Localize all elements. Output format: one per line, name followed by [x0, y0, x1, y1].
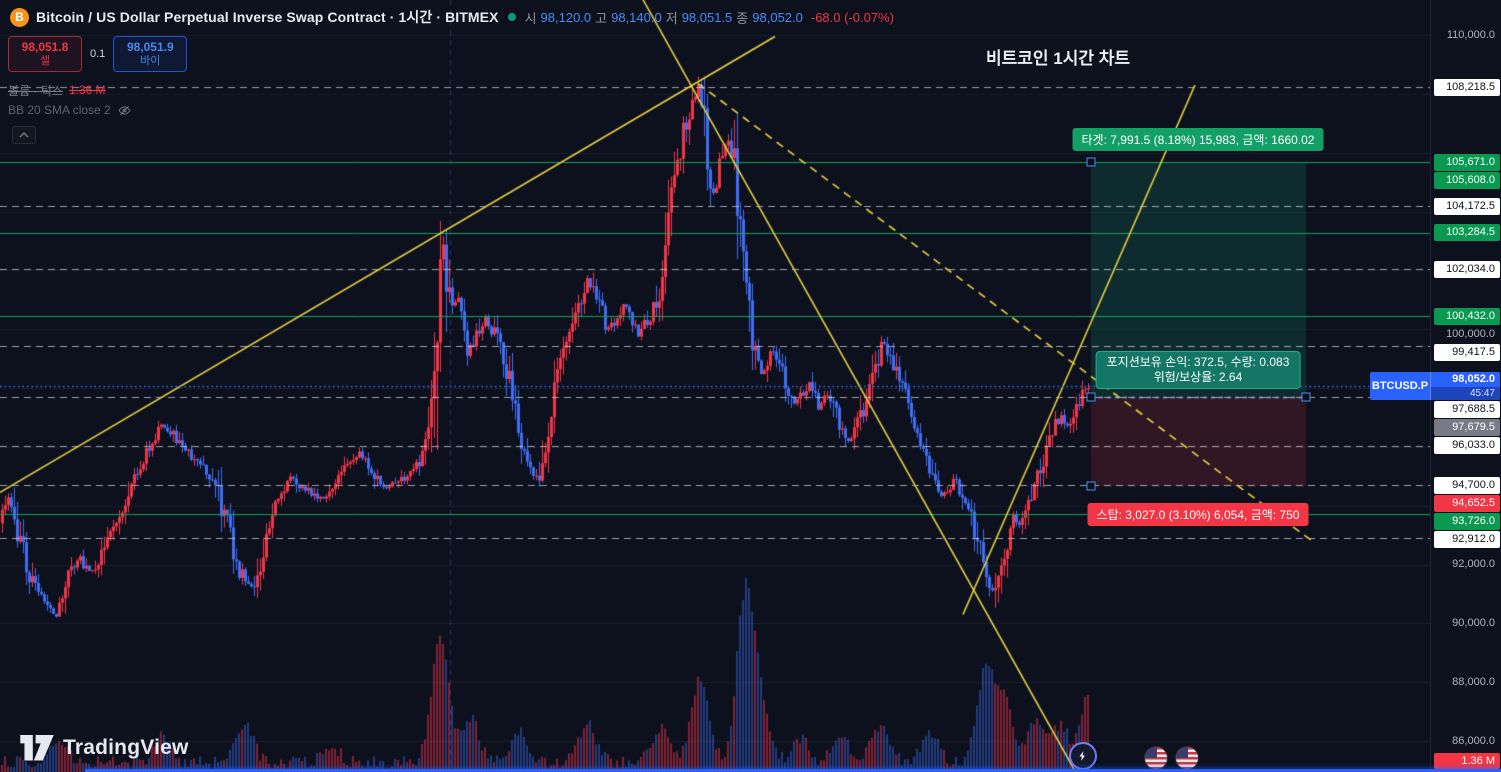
ohlc-low-value: 98,051.5 — [681, 9, 733, 25]
tradingview-logo[interactable]: TradingView — [20, 735, 189, 761]
price-axis-label: 110,000.0 — [1446, 28, 1495, 41]
lightning-icon — [1079, 751, 1085, 761]
price-axis-label: 97,688.5 — [1434, 401, 1500, 419]
position-info-label[interactable]: 포지션보유 손익: 372.5, 수량: 0.083 위험/보상율: 2.64 — [1095, 351, 1301, 390]
buy-label: 바이 — [140, 55, 161, 67]
position-handle[interactable] — [1301, 392, 1311, 402]
us-flag-icon-2[interactable] — [1175, 746, 1199, 770]
ohlc-low-label: 저 — [665, 10, 678, 26]
price-axis-label: 104,172.5 — [1434, 197, 1500, 215]
ohlc-legend: 시 98,120.0 고 98,140.0 저 98,051.5 종 98,05… — [525, 8, 894, 27]
ohlc-open-label: 시 — [524, 10, 537, 26]
symbol-title[interactable]: Bitcoin / US Dollar Perpetual Inverse Sw… — [36, 9, 499, 25]
position-handle[interactable] — [1086, 481, 1096, 491]
price-axis-label: 92,912.0 — [1434, 530, 1500, 548]
lightning-icon-button[interactable] — [1069, 742, 1097, 770]
price-axis-label: 100,432.0 — [1434, 307, 1500, 325]
trade-panel: 98,051.8 셀 0.1 98,051.9 바이 — [8, 36, 188, 72]
price-axis-label: 105,671.0 — [1434, 153, 1500, 171]
position-stop-label[interactable]: 스탑: 3,027.0 (3.10%) 6,054, 금액: 750 — [1087, 503, 1309, 527]
position-handle[interactable] — [1086, 157, 1096, 167]
bb-indicator-row[interactable]: BB 20 SMA close 2 — [8, 100, 132, 120]
price-axis-label: 97,679.5 — [1434, 419, 1500, 437]
position-info-line2: 위험/보상율: 2.64 — [1153, 370, 1243, 385]
buy-price: 98,051.9 — [126, 40, 174, 54]
price-axis[interactable]: BTCUSD.P 98,052.0 45:47 1.36 M 110,000.0… — [1370, 0, 1501, 772]
eye-off-icon[interactable] — [117, 104, 132, 117]
ohlc-close-label: 종 — [736, 10, 749, 26]
sell-price: 98,051.8 — [21, 40, 69, 54]
price-axis-label: 99,417.5 — [1434, 343, 1500, 361]
price-axis-label: 108,218.5 — [1434, 78, 1500, 96]
us-flag-icon-1[interactable] — [1144, 746, 1168, 770]
price-axis-label: 94,700.0 — [1434, 476, 1500, 494]
volume-axis-badge: 1.36 M — [1434, 753, 1500, 769]
ohlc-open-value: 98,120.0 — [540, 9, 592, 25]
position-info-line1: 포지션보유 손익: 372.5, 수량: 0.083 — [1106, 355, 1290, 370]
sell-label: 셀 — [39, 55, 51, 67]
bar-countdown: 45:47 — [1431, 387, 1500, 401]
tradingview-logo-mark — [20, 735, 54, 761]
price-axis-label: 102,034.0 — [1434, 260, 1500, 278]
chevron-up-icon — [19, 132, 29, 138]
bb-indicator-title: BB 20 SMA close 2 — [8, 103, 111, 117]
indicator-legend: 볼륨 · 틱스 1.36 M BB 20 SMA close 2 — [8, 80, 132, 120]
volume-indicator-value: 1.36 M — [68, 83, 106, 97]
price-axis-label: 93,726.0 — [1434, 512, 1500, 530]
current-price-badge[interactable]: BTCUSD.P 98,052.0 45:47 — [1370, 372, 1500, 401]
buy-button[interactable]: 98,051.9 바이 — [113, 36, 188, 72]
price-axis-label: 88,000.0 — [1452, 675, 1495, 688]
price-axis-label: 103,284.5 — [1434, 224, 1500, 242]
current-symbol-label: BTCUSD.P — [1370, 372, 1431, 401]
market-status-icon[interactable] — [507, 13, 516, 21]
position-handle[interactable] — [1086, 392, 1096, 402]
price-axis-label: 86,000.0 — [1452, 734, 1495, 747]
position-target-label[interactable]: 타겟: 7,991.5 (8.18%) 15,983, 금액: 1660.02 — [1072, 128, 1324, 152]
price-axis-label: 94,652.5 — [1434, 494, 1500, 512]
tradingview-logo-text: TradingView — [63, 736, 189, 759]
price-change: -68.0 (-0.07%) — [810, 9, 894, 25]
price-axis-label: 90,000.0 — [1452, 616, 1495, 629]
ohlc-high-label: 고 — [595, 10, 608, 26]
volume-indicator-title: 볼륨 · 틱스 — [8, 83, 63, 98]
ohlc-high-value: 98,140.0 — [611, 9, 662, 25]
collapse-panel-button[interactable] — [12, 126, 36, 144]
sell-button[interactable]: 98,051.8 셀 — [8, 36, 82, 72]
price-axis-label: 105,608.0 — [1434, 171, 1500, 189]
chart-watermark-title: 비트코인 1시간 차트 — [986, 49, 1131, 68]
ohlc-close-value: 98,052.0 — [752, 9, 803, 25]
timeline-scrollbar[interactable] — [85, 769, 1501, 772]
price-axis-label: 92,000.0 — [1452, 558, 1495, 570]
volume-indicator-row[interactable]: 볼륨 · 틱스 1.36 M — [8, 80, 132, 100]
spread-value: 0.1 — [90, 48, 106, 60]
symbol-header: B Bitcoin / US Dollar Perpetual Inverse … — [10, 7, 894, 27]
price-axis-label: 100,000.0 — [1446, 327, 1495, 340]
current-price-value: 98,052.0 — [1452, 373, 1495, 386]
price-axis-label: 96,033.0 — [1434, 437, 1500, 455]
bitcoin-icon: B — [10, 7, 29, 27]
